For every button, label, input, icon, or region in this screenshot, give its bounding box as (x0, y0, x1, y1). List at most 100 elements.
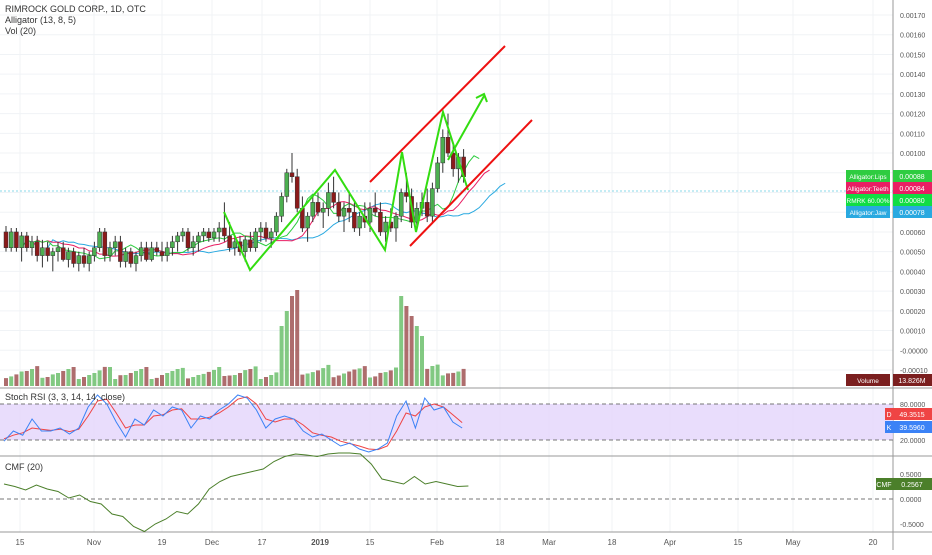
candle-body (201, 231, 206, 237)
stoch-rsi-legend[interactable]: Stoch RSI (3, 3, 14, 14, close) (5, 392, 126, 402)
candle-body (76, 255, 82, 264)
candle-body (149, 247, 154, 260)
rmrk-tag-label-box (846, 194, 890, 206)
candle-body (102, 231, 108, 256)
volume-bar (404, 306, 409, 386)
volume-bar (191, 377, 196, 386)
candle-body (175, 235, 180, 243)
volume-bar (14, 374, 19, 386)
volume-bar (128, 373, 133, 386)
candle-body (81, 255, 87, 264)
price-tick-label: 0.00160 (900, 33, 925, 40)
volume-bar (165, 373, 170, 386)
volume-bar (336, 375, 341, 386)
rmrk-tag-value-box (893, 194, 932, 206)
volume-bar (430, 366, 435, 386)
volume-bar (108, 367, 112, 386)
pattern-zigzag (223, 108, 469, 272)
volume-bar (4, 378, 8, 386)
volume-bar (414, 326, 419, 386)
volume-bar (76, 379, 81, 386)
volume-bar (212, 369, 216, 386)
trend-drawings[interactable] (223, 45, 533, 272)
teeth-tag-label-box (846, 182, 890, 194)
volume-bar (269, 375, 274, 386)
candle-body (19, 235, 24, 248)
volume-bar (321, 368, 326, 386)
candle-body (3, 231, 9, 248)
candle-body (336, 202, 342, 217)
price-axis: 0.00170 0.00160 0.00150 0.00140 0.00130 0.001… (900, 13, 928, 529)
target-arrow-head (475, 92, 488, 103)
volume-bar (290, 296, 294, 386)
volume-bar (154, 377, 159, 386)
target-arrow-shaft (447, 95, 485, 161)
volume-bar (186, 378, 190, 386)
candle-body (71, 251, 76, 264)
rsi-k-tag-letter-box (885, 421, 893, 433)
volume-bar (295, 290, 300, 386)
candle-body (216, 227, 222, 233)
candle-body (445, 137, 451, 154)
volume-bar (284, 311, 289, 386)
rsi-tick-label: 80.0000 (900, 402, 925, 409)
volume-bar (24, 371, 29, 386)
volume-bar (175, 369, 180, 386)
volume-bar (274, 372, 279, 386)
candle-body (107, 247, 113, 256)
volume-tag-value: 13.826M (898, 378, 925, 385)
volume-bar (71, 367, 76, 386)
price-tick-label: 0.00170 (900, 13, 925, 20)
candle-body (170, 241, 175, 248)
volume-legend[interactable]: Vol (20) (5, 26, 37, 36)
candle-body (123, 251, 128, 262)
candle-body (14, 231, 19, 248)
volume-bar (316, 370, 320, 386)
price-tick-label: 0.00150 (900, 52, 925, 59)
candle-body (305, 215, 310, 229)
volume-bar (113, 379, 118, 386)
cmf-pane (0, 452, 893, 533)
jaw-tag-label-box (846, 206, 890, 218)
time-tick-label: Dec (205, 538, 219, 547)
rsi-d-tag-value-box (893, 408, 932, 420)
volume-bar (201, 373, 206, 386)
volume-bar (227, 375, 232, 386)
candle-body (29, 241, 35, 248)
volume-bar (347, 371, 352, 386)
volume-bar (40, 377, 45, 386)
jaw-tag-label: Alligator:Jaw (850, 210, 887, 217)
alligator-legend[interactable]: Alligator (13, 8, 5) (5, 15, 77, 25)
volume-bar (134, 371, 138, 386)
symbol-title[interactable]: RIMROCK GOLD CORP., 1D, OTC (5, 4, 146, 14)
teeth-tag-value-box (893, 182, 932, 194)
candle-body (372, 208, 378, 213)
volume-bar (180, 367, 185, 386)
volume-bar (139, 369, 144, 386)
candle-body (154, 247, 160, 252)
candle-body (66, 251, 71, 260)
price-tick-label: 0.00110 (900, 131, 925, 138)
time-tick-label: 2019 (311, 538, 329, 547)
volume-bar (446, 373, 450, 386)
volume-bar (30, 369, 34, 386)
volume-bar (66, 369, 71, 386)
candle-body (190, 241, 196, 248)
candle-body (404, 192, 409, 197)
volume-bar (238, 373, 242, 386)
candle-body (180, 231, 186, 237)
volume-bar (253, 366, 258, 386)
time-tick-label: 15 (366, 538, 375, 547)
cmf-legend[interactable]: CMF (20) (5, 462, 43, 472)
lips-tag-label-box (846, 170, 890, 182)
candle-body (185, 231, 191, 248)
volume-bar (35, 366, 40, 386)
price-tick-label: 0.00010 (900, 329, 925, 336)
candle-body (289, 172, 295, 177)
volume-bar (451, 372, 456, 386)
rsi-d-tag-value: 49.3515 (899, 412, 924, 419)
time-axis: 15 Nov 19 Dec 17 2019 15 Feb 18 Mar 18 Apr 15 May 20 (16, 538, 878, 547)
time-tick-label: 17 (258, 538, 267, 547)
jaw-tag-value-box (893, 206, 932, 218)
